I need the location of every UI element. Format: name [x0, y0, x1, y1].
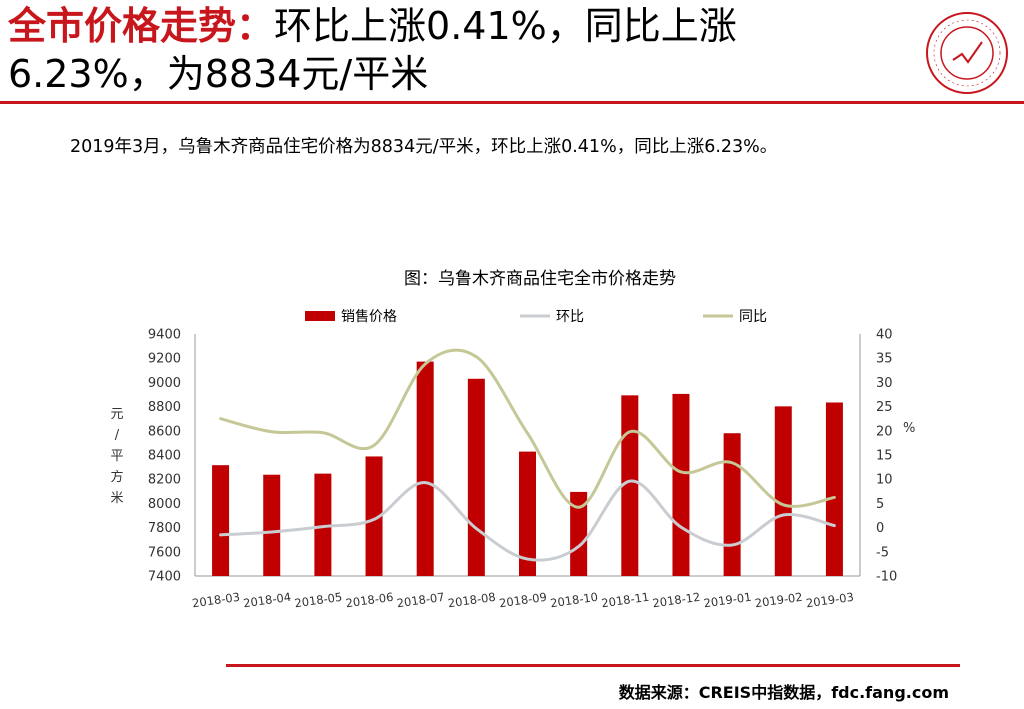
x-tick-label: 2018-07 [396, 590, 446, 611]
y-right-tick-label: -5 [876, 545, 889, 560]
y-left-tick-label: 8600 [148, 424, 181, 439]
y-left-tick-label: 7400 [148, 570, 181, 585]
axis-ticks: 7400 7600 7800 8000 8200 8400 8600 8800 9000 9200… [148, 328, 897, 611]
y-left-tick-label: 8000 [148, 497, 181, 512]
bar [825, 402, 843, 576]
y-left-tick-label: 9200 [148, 352, 181, 367]
x-tick-label: 2019-03 [805, 590, 855, 611]
bar [314, 473, 332, 576]
left-axis-label: 元 / 平方米 [110, 407, 123, 506]
y-right-tick-label: 10 [876, 473, 893, 488]
y-left-tick-label: 9400 [148, 328, 181, 343]
price-trend-chart: 图：乌鲁木齐商品住宅全市价格走势 销售价格 环比 同比 元 / 平方米 % 7400 76… [110, 269, 915, 611]
x-tick-label: 2018-08 [447, 590, 497, 611]
x-tick-label: 2018-04 [242, 590, 292, 611]
y-right-tick-label: 20 [876, 424, 893, 439]
right-axis-label: % [903, 421, 915, 436]
summary-text: 2019年3月，乌鲁木齐商品住宅价格为8834元/平米，环比上涨0.41%，同比… [70, 137, 778, 157]
china-index-academy-logo [926, 12, 1008, 94]
y-right-tick-label: 0 [876, 521, 884, 536]
y-left-tick-label: 8800 [148, 400, 181, 415]
x-tick-label: 2018-12 [652, 590, 702, 611]
y-right-tick-label: 35 [876, 352, 893, 367]
bar [723, 433, 741, 576]
bar [263, 474, 281, 576]
title-divider [0, 101, 1024, 104]
left-axis-label-char: 方 [110, 469, 123, 485]
y-right-tick-label: 30 [876, 376, 893, 391]
y-left-tick-label: 7800 [148, 521, 181, 536]
title-highlight: 全市价格走势： [8, 4, 275, 48]
x-tick-label: 2018-10 [549, 590, 599, 611]
x-tick-label: 2018-03 [191, 590, 241, 611]
bar [365, 456, 383, 576]
x-tick-label: 2018-09 [498, 590, 548, 611]
page-title: 全市价格走势：环比上涨0.41%，同比上涨 6.23%，为8834元/平米 [8, 2, 908, 98]
bar [416, 361, 434, 576]
footer-divider [226, 664, 960, 667]
bar [519, 451, 536, 576]
mom-line [219, 479, 836, 562]
y-left-tick-label: 7600 [148, 545, 181, 560]
legend-label: 环比 [556, 309, 584, 325]
bar [570, 491, 588, 576]
bar [621, 395, 639, 576]
left-axis-label-char: 米 [110, 491, 123, 506]
x-tick-label: 2018-06 [345, 590, 395, 611]
y-right-tick-label: 25 [876, 400, 893, 415]
y-left-tick-label: 8200 [148, 473, 181, 488]
y-left-tick-label: 9000 [148, 376, 181, 391]
legend-label: 同比 [739, 309, 767, 325]
chart-title: 图：乌鲁木齐商品住宅全市价格走势 [404, 269, 676, 289]
legend-swatch-bar [305, 311, 335, 321]
x-tick-label: 2019-01 [703, 590, 753, 611]
legend-label: 销售价格 [341, 309, 397, 325]
x-tick-label: 2018-11 [600, 590, 650, 611]
bar [212, 465, 230, 576]
chart-legend: 销售价格 环比 同比 [305, 309, 767, 325]
y-right-tick-label: 40 [876, 328, 893, 343]
left-axis-label-char: 元 [110, 407, 123, 422]
y-right-tick-label: 15 [876, 449, 893, 464]
yoy-line [219, 348, 836, 509]
rate-lines [219, 348, 836, 562]
x-tick-label: 2019-02 [754, 590, 804, 611]
bar [774, 406, 792, 576]
price-bars [212, 361, 843, 576]
x-tick-label: 2018-05 [294, 590, 344, 611]
title-line2: 6.23%，为8834元/平米 [8, 52, 429, 96]
left-axis-label-char: 平 [110, 449, 123, 464]
title-line1-rest: 环比上涨0.41%，同比上涨 [274, 4, 737, 48]
bar [672, 393, 690, 576]
y-right-tick-label: 5 [876, 497, 884, 512]
y-right-tick-label: -10 [876, 570, 897, 585]
data-source: 数据来源：CREIS中指数据，fdc.fang.com [618, 683, 949, 702]
left-axis-label-char: / [115, 428, 120, 443]
bar [467, 378, 485, 576]
y-left-tick-label: 8400 [148, 449, 181, 464]
